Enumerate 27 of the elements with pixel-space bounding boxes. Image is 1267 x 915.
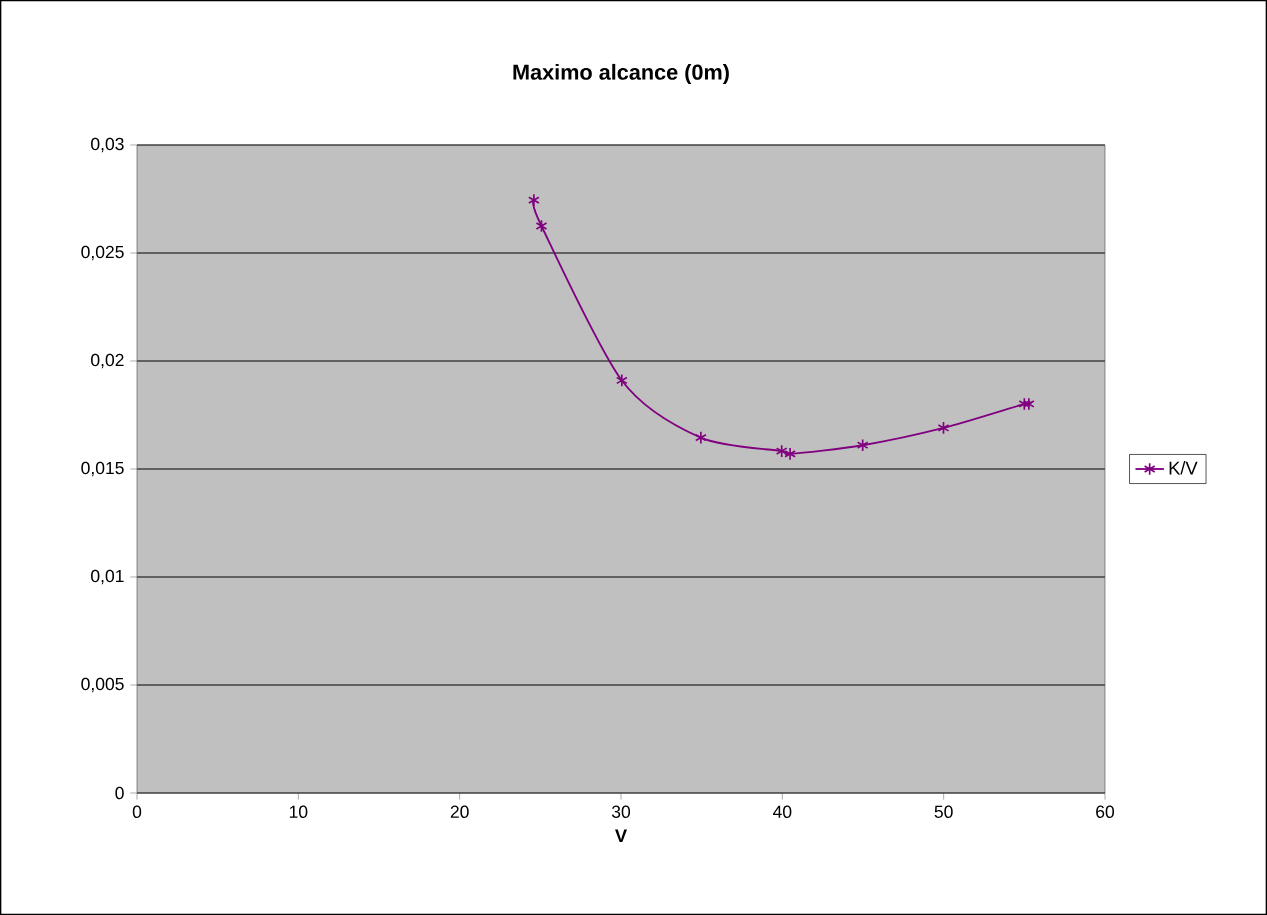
point	[615, 373, 628, 388]
point	[535, 219, 548, 233]
point	[1022, 397, 1035, 411]
point	[527, 193, 540, 207]
y-tick-label: 0,015	[81, 461, 124, 477]
x-tick-label: 10	[289, 805, 308, 818]
y-tick-label: 0	[115, 786, 124, 800]
y-tick-label: 0,01	[91, 569, 124, 585]
x-tick-label: 60	[1096, 805, 1115, 818]
x-tick-label: 0	[132, 805, 142, 818]
point	[784, 447, 796, 461]
legend-label: K/V	[1169, 461, 1198, 475]
x-tick-label: 40	[772, 805, 792, 818]
chart-title: Maximo alcance (0m)	[513, 63, 729, 85]
y-tick-label: 0,005	[81, 677, 124, 693]
x-tick-label: 30	[611, 805, 631, 818]
y-tick-label: 0,02	[91, 353, 124, 369]
y-tick-label: 0,025	[81, 245, 124, 261]
point	[1018, 397, 1031, 411]
x-tick-label: 50	[934, 805, 953, 818]
point	[856, 438, 869, 452]
point	[694, 431, 707, 445]
point	[937, 421, 950, 435]
x-tick-label: 20	[450, 805, 469, 818]
point	[775, 444, 788, 458]
x-axis-title: V	[615, 829, 627, 842]
y-tick-label: 0,03	[91, 137, 124, 153]
